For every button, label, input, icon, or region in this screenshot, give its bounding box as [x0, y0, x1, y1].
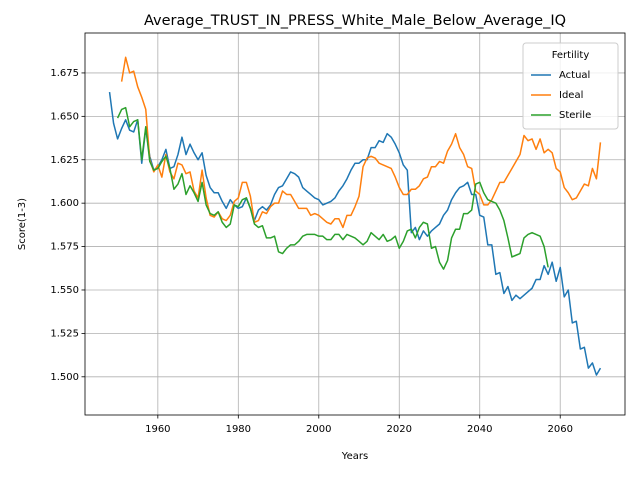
legend-label: Sterile	[559, 110, 591, 121]
x-axis-label: Years	[341, 451, 368, 462]
chart-title: Average_TRUST_IN_PRESS_White_Male_Below_…	[144, 13, 566, 29]
line-series	[120, 56, 602, 229]
legend-box	[522, 42, 619, 130]
legend: Fertility Actual Ideal Sterile	[522, 42, 619, 130]
x-tick-label: 2000	[306, 424, 331, 435]
x-tick-label: 2040	[467, 424, 492, 435]
y-tick-label: 1.525	[50, 328, 79, 339]
x-tick-label: 2020	[387, 424, 412, 435]
x-tick-label: 1980	[226, 424, 251, 435]
y-tick-label: 1.675	[50, 68, 79, 79]
y-axis-label: Score(1-3)	[17, 198, 28, 250]
y-tick-label: 1.625	[50, 155, 79, 166]
line-series	[116, 106, 549, 270]
y-tick-label: 1.650	[50, 111, 79, 122]
x-tick-label: 2060	[547, 424, 572, 435]
y-tick-label: 1.600	[50, 198, 79, 209]
axes-frame	[84, 32, 626, 416]
y-tick-label: 1.500	[50, 372, 79, 383]
legend-label: Ideal	[559, 90, 583, 101]
line-series	[108, 91, 602, 376]
y-tick-label: 1.575	[50, 242, 79, 253]
legend-title: Fertility	[552, 50, 590, 61]
legend-label: Actual	[559, 70, 590, 81]
y-tick-label: 1.550	[50, 285, 79, 296]
x-tick-label: 1960	[145, 424, 170, 435]
